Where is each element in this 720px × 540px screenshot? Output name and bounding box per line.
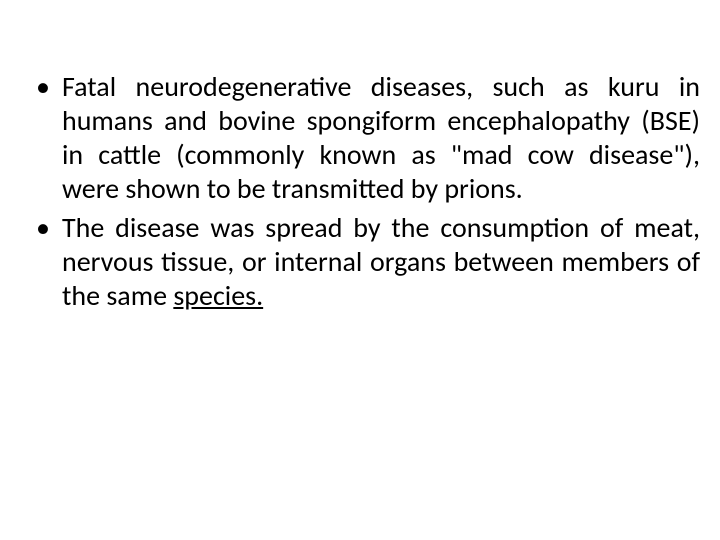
slide-body: Fatal neurodegenerative diseases, such a… [0, 0, 720, 540]
bullet-list: Fatal neurodegenerative diseases, such a… [30, 70, 700, 313]
species-link[interactable]: species. [173, 278, 263, 313]
bullet-text-prefix: The disease was spread by the consumptio… [62, 210, 700, 313]
list-item: Fatal neurodegenerative diseases, such a… [30, 70, 700, 207]
bullet-text: Fatal neurodegenerative diseases, such a… [62, 69, 700, 206]
list-item: The disease was spread by the consumptio… [30, 211, 700, 313]
